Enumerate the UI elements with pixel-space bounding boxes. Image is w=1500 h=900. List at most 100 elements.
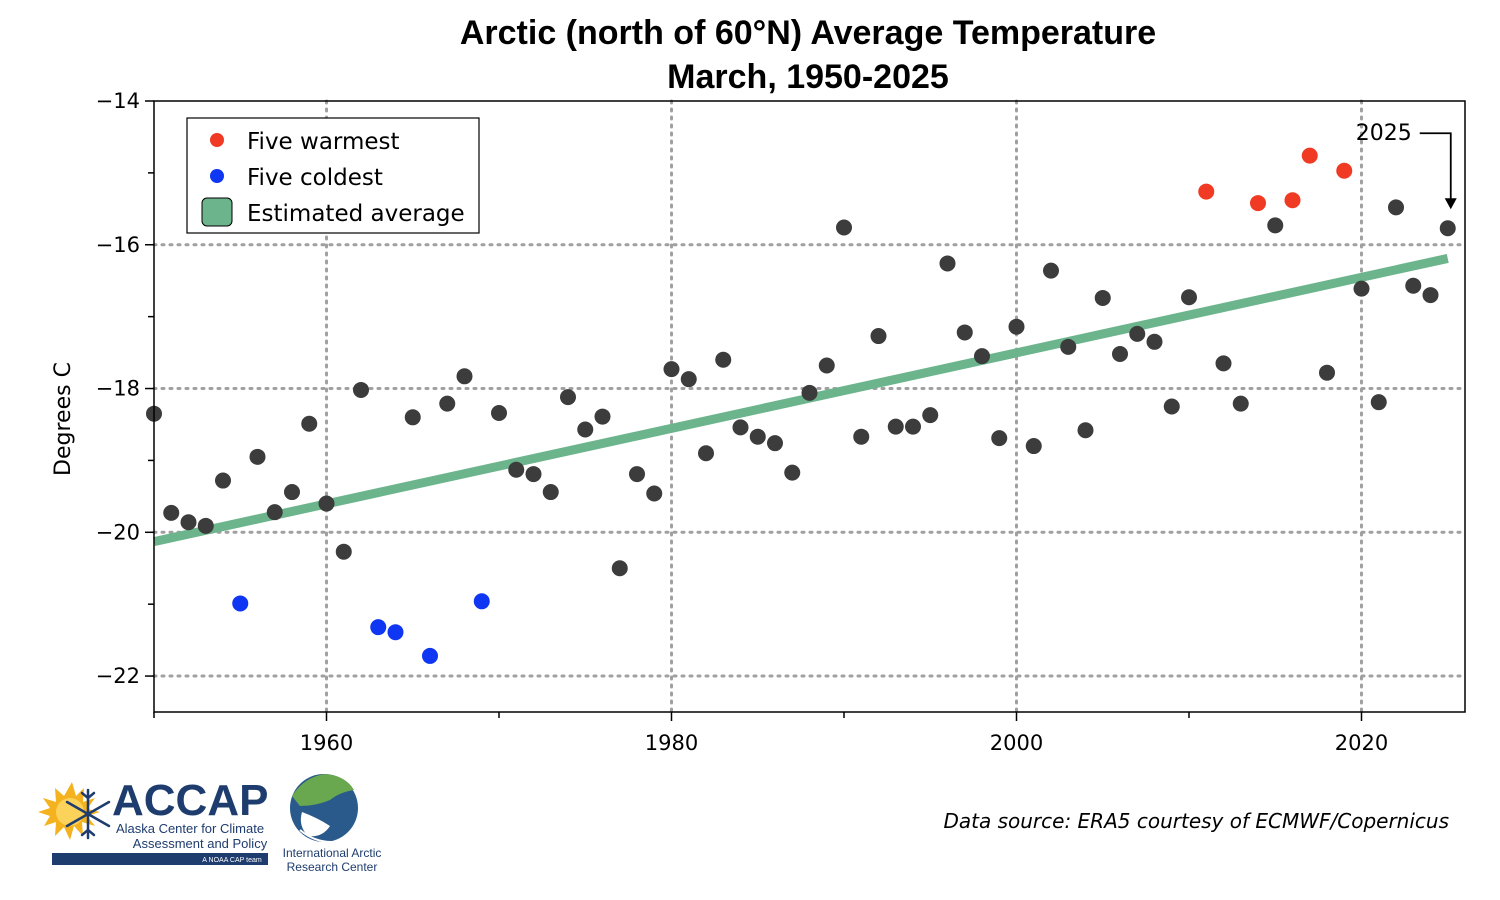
data-point <box>1319 364 1335 381</box>
data-point <box>180 514 197 531</box>
data-point <box>956 324 973 341</box>
y-tick-label: −16 <box>96 233 140 257</box>
annotation-2025-label: 2025 <box>1356 121 1412 146</box>
cold-data-point <box>387 624 404 641</box>
data-point <box>732 419 749 436</box>
data-point <box>698 445 714 462</box>
data-points <box>146 147 1456 664</box>
data-point <box>974 348 990 365</box>
data-point <box>249 448 266 465</box>
chart-subtitle: March, 1950-2025 <box>667 58 949 96</box>
legend-box <box>186 117 480 234</box>
accap-acronym: ACCAP <box>112 776 268 825</box>
data-point <box>318 495 335 512</box>
accap-name-line2: Assessment and Policy <box>133 836 268 851</box>
data-point <box>853 428 870 445</box>
data-point <box>284 484 300 501</box>
legend-warm-label: Five warmest <box>247 129 400 155</box>
data-point <box>749 428 766 445</box>
sun-snowflake-icon <box>38 782 111 840</box>
y-tick-labels: −22 −20 −18 −16 −14 <box>96 89 140 688</box>
data-point <box>870 328 887 345</box>
legend-cold-marker <box>210 169 224 183</box>
data-source-note: Data source: ERA5 courtesy of ECMWF/Cope… <box>943 809 1449 833</box>
y-axis-label: Degrees C <box>51 362 76 476</box>
legend-cold-label: Five coldest <box>247 165 383 191</box>
data-point <box>905 418 921 435</box>
data-point <box>629 466 645 483</box>
accap-tag-bar <box>52 853 268 865</box>
data-point <box>784 464 801 481</box>
data-point <box>1215 355 1232 372</box>
data-point <box>1181 289 1197 306</box>
annotation-arrowhead-icon <box>1444 198 1457 210</box>
warm-data-point <box>1250 195 1266 212</box>
data-point <box>335 543 352 560</box>
data-point <box>767 435 783 452</box>
legend-trend-marker <box>201 197 233 227</box>
data-point <box>594 408 611 425</box>
data-point <box>1232 395 1249 412</box>
annotation-arrow <box>1419 132 1452 201</box>
data-point <box>1008 318 1025 335</box>
accap-logo: ACCAP Alaska Center for Climate Assessme… <box>38 776 268 865</box>
plot-frame <box>153 100 1466 713</box>
data-point <box>508 461 525 478</box>
data-point <box>1388 199 1404 216</box>
x-tick-label: 1980 <box>645 731 698 755</box>
cold-data-point <box>422 647 438 664</box>
y-tick-label: −14 <box>96 89 140 113</box>
globe-icon <box>290 774 358 843</box>
data-point <box>456 368 473 385</box>
legend-warm-marker <box>210 133 224 147</box>
data-point <box>646 485 663 502</box>
data-point <box>611 560 628 577</box>
iarc-name-line2: Research Center <box>287 860 378 874</box>
data-point <box>1370 394 1387 411</box>
data-point <box>1405 277 1422 294</box>
warm-data-point <box>1198 183 1215 200</box>
data-point <box>1077 422 1094 439</box>
data-point <box>353 381 369 398</box>
warm-data-point <box>1284 192 1301 209</box>
data-point <box>1112 346 1128 363</box>
data-point <box>1043 262 1059 279</box>
iarc-name-line1: International Arctic <box>283 846 382 860</box>
data-point <box>197 517 214 534</box>
cold-data-point <box>232 595 249 612</box>
data-point <box>991 430 1008 447</box>
data-point <box>439 395 456 412</box>
data-point <box>1353 280 1370 297</box>
data-point <box>1129 325 1146 342</box>
x-tick-label: 2000 <box>990 731 1043 755</box>
data-point <box>939 255 956 272</box>
data-point <box>836 219 852 236</box>
y-tick-label: −22 <box>96 664 140 688</box>
data-point <box>525 466 542 483</box>
data-point <box>1439 220 1456 237</box>
cold-data-point <box>473 593 490 610</box>
data-point <box>491 404 507 421</box>
data-point <box>266 504 283 521</box>
accap-tag: A NOAA CAP team <box>202 857 262 864</box>
chart-title: Arctic (north of 60°N) Average Temperatu… <box>460 14 1156 52</box>
data-point <box>801 384 818 401</box>
x-tick-labels: 1960 1980 2000 2020 <box>300 731 1388 755</box>
data-point <box>1094 289 1111 306</box>
trend-line-layer <box>153 254 1449 547</box>
data-point <box>663 361 680 378</box>
cold-data-point <box>370 619 387 636</box>
data-point <box>1025 438 1042 455</box>
y-tick-label: −18 <box>96 377 140 401</box>
accap-name-line1: Alaska Center for Climate <box>116 821 264 836</box>
warm-data-point <box>1336 162 1353 179</box>
data-point <box>922 407 939 424</box>
data-point <box>542 484 559 501</box>
data-point <box>715 351 732 368</box>
data-point <box>1422 287 1439 304</box>
data-point <box>163 504 180 521</box>
data-point <box>1146 333 1163 350</box>
data-point <box>1267 217 1284 234</box>
legend-trend-label: Estimated average <box>247 201 465 227</box>
